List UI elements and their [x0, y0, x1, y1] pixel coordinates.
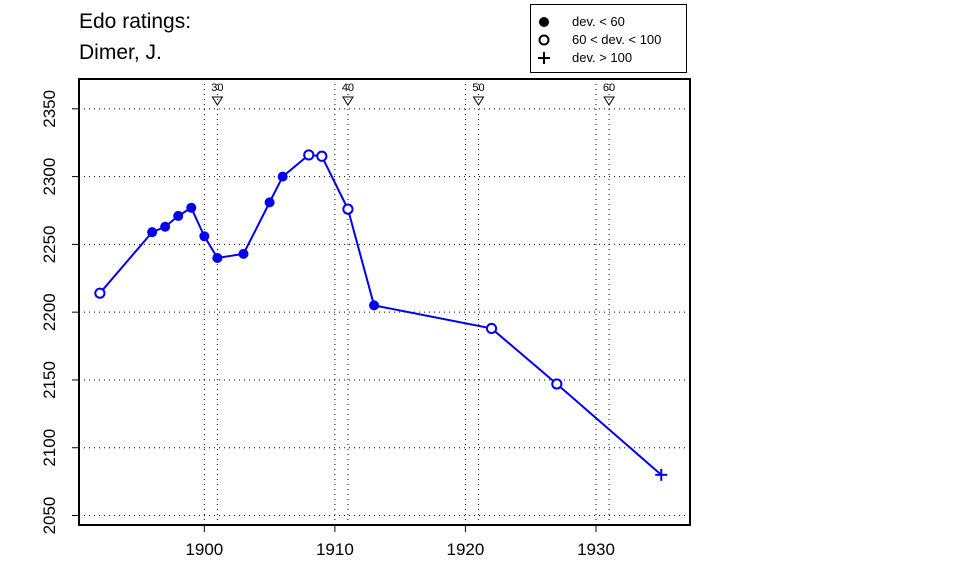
x-axis: 1900 1910 1920 1930 [185, 525, 615, 559]
legend-label: dev. > 100 [572, 50, 633, 65]
y-tick-label: 2300 [40, 158, 59, 196]
data-point-filled [186, 202, 197, 213]
data-point-open [303, 149, 315, 161]
data-point-open [485, 322, 498, 335]
age-marker-label: 30 [211, 82, 223, 94]
y-tick-label: 2200 [40, 293, 59, 331]
legend-item-dev-lt-60: dev. < 60 [531, 13, 686, 31]
legend-label: dev. < 60 [572, 14, 625, 29]
plot-frame [78, 78, 691, 526]
data-point-filled [264, 197, 275, 208]
y-tick-label: 2350 [40, 90, 59, 128]
age-marker-label: 60 [603, 82, 615, 94]
age-markers: 30 40 50 60 [211, 82, 615, 106]
y-tick-label: 2150 [40, 361, 59, 399]
series-line [99, 153, 662, 476]
plus-icon [538, 52, 550, 64]
age-marker-triangle [211, 96, 224, 106]
y-axis: 2050 2100 2150 2200 2250 2300 2350 [40, 90, 79, 535]
data-point-open [94, 287, 106, 299]
x-tick-label: 1920 [447, 540, 485, 559]
age-marker-triangle [342, 96, 354, 106]
legend: dev. < 60 60 < dev. < 100 dev. > 100 [530, 4, 687, 73]
age-marker-label: 40 [342, 82, 354, 94]
age-marker-label: 50 [472, 82, 484, 94]
open-circle-icon [538, 34, 550, 46]
data-point-filled [277, 171, 288, 182]
data-point-filled [212, 252, 223, 263]
chart-title-line-2: Dimer, J. [79, 41, 162, 64]
data-point-open [316, 150, 328, 162]
data-point-filled [147, 227, 158, 238]
data-point-plus [655, 468, 668, 481]
y-tick-label: 2050 [40, 497, 59, 535]
age-marker-triangle [472, 96, 485, 106]
data-point-open [551, 378, 563, 390]
y-tick-label: 2250 [40, 225, 59, 263]
x-tick-label: 1900 [185, 540, 223, 559]
legend-item-dev-60-100: 60 < dev. < 100 [531, 31, 686, 49]
chart-title-line-1: Edo ratings: [79, 10, 192, 33]
series [94, 149, 668, 481]
grid [79, 79, 690, 525]
data-point-filled [160, 221, 171, 232]
x-tick-label: 1930 [577, 540, 615, 559]
data-point-filled [369, 300, 380, 311]
y-tick-label: 2100 [40, 429, 59, 467]
data-point-filled [238, 248, 249, 259]
legend-label: 60 < dev. < 100 [572, 32, 662, 47]
age-marker-triangle [603, 96, 615, 106]
data-point-filled [199, 231, 210, 242]
x-tick-label: 1910 [316, 540, 354, 559]
data-point-open [342, 203, 354, 215]
data-point-filled [173, 210, 184, 221]
legend-item-dev-gt-100: dev. > 100 [531, 49, 686, 67]
filled-circle-icon [539, 17, 549, 27]
